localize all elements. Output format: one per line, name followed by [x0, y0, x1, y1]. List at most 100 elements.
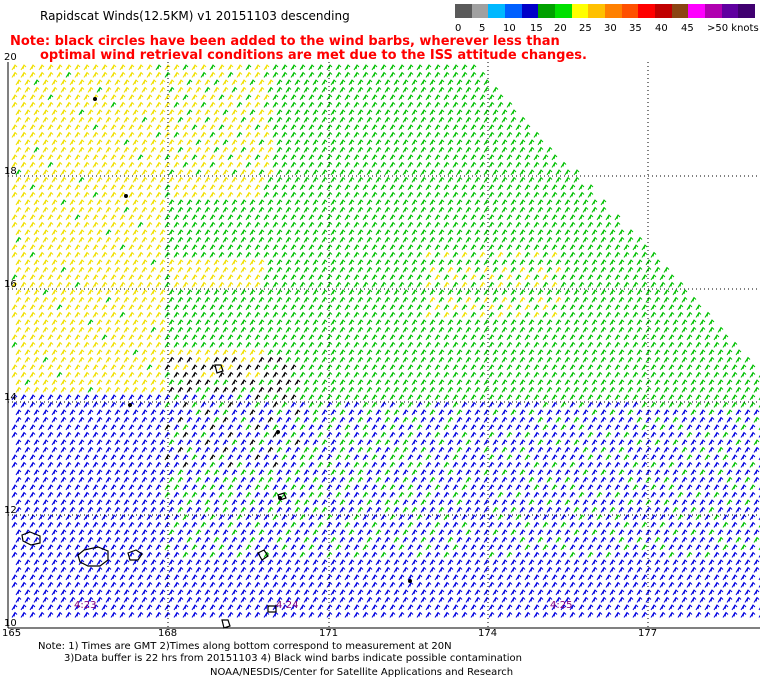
- wind-barb: [596, 551, 603, 558]
- wind-barb: [506, 461, 513, 468]
- wind-barb: [627, 289, 634, 296]
- wind-barb: [551, 334, 558, 341]
- wind-barb: [479, 124, 486, 131]
- wind-barb: [42, 469, 49, 476]
- wind-barb: [398, 551, 405, 558]
- wind-barb: [290, 281, 297, 288]
- wind-barb: [578, 484, 585, 491]
- wind-barb: [407, 394, 414, 401]
- wind-barb: [420, 559, 427, 566]
- wind-barb: [245, 124, 252, 131]
- wind-barb: [254, 424, 261, 431]
- wind-barb: [303, 416, 310, 423]
- wind-barb: [321, 259, 328, 266]
- wind-barb: [186, 86, 193, 93]
- wind-barb: [339, 446, 346, 453]
- wind-barb: [191, 221, 198, 228]
- wind-barb: [303, 476, 310, 483]
- wind-barb: [51, 116, 58, 123]
- wind-barb: [443, 251, 450, 258]
- wind-barb: [299, 341, 306, 348]
- wind-barb: [533, 341, 540, 348]
- wind-barb: [213, 289, 220, 296]
- wind-barb: [366, 206, 373, 213]
- wind-barb: [231, 536, 238, 543]
- wind-barb: [308, 191, 315, 198]
- wind-barb: [96, 356, 103, 363]
- wind-barb: [429, 349, 436, 356]
- wind-barb: [110, 394, 117, 401]
- wind-barb: [263, 191, 270, 198]
- wind-barb: [222, 199, 229, 206]
- wind-barb: [33, 476, 40, 483]
- wind-barb: [330, 169, 337, 176]
- wind-barb: [276, 529, 283, 536]
- wind-barb: [461, 334, 468, 341]
- wind-barb: [141, 319, 148, 326]
- wind-barb: [92, 311, 99, 318]
- wind-barb: [249, 379, 256, 386]
- wind-barb: [524, 431, 531, 438]
- wind-barb: [618, 319, 625, 326]
- wind-barb: [416, 461, 423, 468]
- wind-barb: [146, 491, 153, 498]
- wind-barb: [510, 439, 517, 446]
- wind-barb: [141, 296, 148, 303]
- wind-barb: [600, 386, 607, 393]
- wind-barb: [654, 386, 661, 393]
- wind-barb: [357, 446, 364, 453]
- wind-barb: [393, 499, 400, 506]
- wind-barb: [150, 289, 157, 296]
- wind-barb: [227, 371, 234, 378]
- wind-barb: [132, 296, 139, 303]
- wind-barb: [141, 236, 148, 243]
- wind-barb: [686, 544, 693, 551]
- wind-barb: [398, 304, 405, 311]
- wind-barb: [474, 116, 481, 123]
- wind-barb: [389, 311, 396, 318]
- wind-barb: [717, 349, 724, 356]
- wind-barb: [227, 461, 234, 468]
- wind-barb: [434, 304, 441, 311]
- wind-barb: [492, 86, 499, 93]
- wind-barb: [497, 184, 504, 191]
- wind-barb: [249, 139, 256, 146]
- wind-barb: [573, 559, 580, 566]
- wind-barb: [276, 386, 283, 393]
- wind-barb: [11, 334, 18, 341]
- wind-barb: [411, 529, 418, 536]
- wind-barb: [420, 146, 427, 153]
- wind-barb: [497, 311, 504, 318]
- wind-barb: [510, 536, 517, 543]
- wind-barb: [330, 499, 337, 506]
- wind-barb: [339, 146, 346, 153]
- wind-barb: [317, 401, 324, 408]
- wind-barb: [110, 244, 117, 251]
- wind-barb: [429, 176, 436, 183]
- wind-barb: [209, 334, 216, 341]
- wind-barb: [20, 64, 27, 71]
- wind-barb: [92, 394, 99, 401]
- wind-barb: [420, 409, 427, 416]
- wind-barb: [339, 169, 346, 176]
- wind-barb: [402, 506, 409, 513]
- wind-barb: [299, 221, 306, 228]
- wind-barb: [623, 394, 630, 401]
- wind-barb: [560, 341, 567, 348]
- wind-barb: [137, 461, 144, 468]
- wind-barb: [627, 386, 634, 393]
- wind-barb: [200, 124, 207, 131]
- wind-barb: [456, 529, 463, 536]
- wind-barb: [420, 356, 427, 363]
- wind-barb: [132, 446, 139, 453]
- wind-barb: [150, 356, 157, 363]
- wind-barb: [114, 379, 121, 386]
- wind-barb: [15, 199, 22, 206]
- wind-barb: [51, 79, 58, 86]
- wind-barb: [659, 491, 666, 498]
- wind-barb: [645, 349, 652, 356]
- wind-barb: [380, 124, 387, 131]
- wind-barb: [231, 379, 238, 386]
- wind-barb: [213, 259, 220, 266]
- wind-barb: [560, 394, 567, 401]
